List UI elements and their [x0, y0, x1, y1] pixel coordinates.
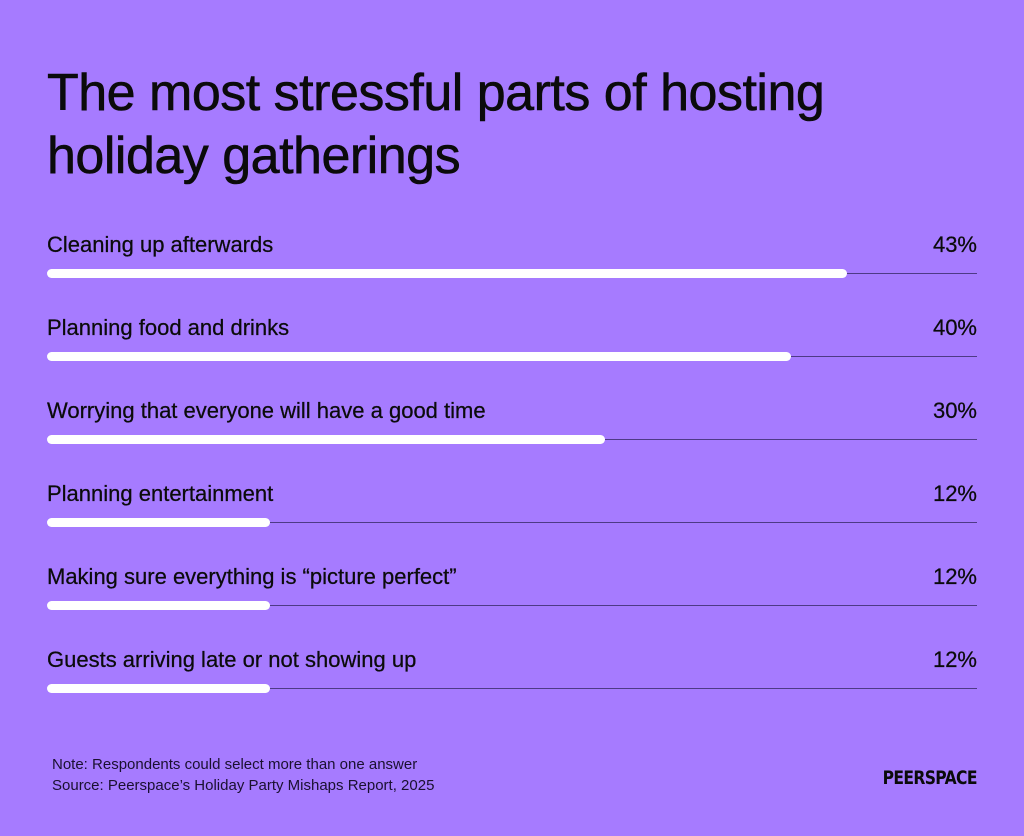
- bar-label: Cleaning up afterwards: [47, 232, 274, 257]
- bar-label: Making sure everything is “picture perfe…: [47, 564, 457, 589]
- bar-label: Planning food and drinks: [47, 315, 290, 340]
- bar-row: Cleaning up afterwards 43%: [47, 226, 977, 309]
- bar-track: [47, 688, 977, 689]
- bar-label: Planning entertainment: [47, 481, 274, 506]
- bar-row: Making sure everything is “picture perfe…: [47, 558, 977, 641]
- bar-value: 12%: [932, 647, 977, 672]
- bar-value: 43%: [932, 232, 977, 257]
- note-text: Note: Respondents could select more than…: [52, 756, 418, 773]
- bar-fill: [47, 352, 791, 361]
- chart-title: The most stressful parts of hosting holi…: [47, 64, 825, 186]
- source-text: Source: Peerspace’s Holiday Party Mishap…: [52, 777, 435, 794]
- bar-label: Guests arriving late or not showing up: [47, 647, 417, 672]
- bar-row: Guests arriving late or not showing up 1…: [47, 641, 977, 724]
- bar-track: [47, 605, 977, 606]
- bar-value: 12%: [932, 481, 977, 506]
- footnote: Note: Respondents could select more than…: [52, 754, 434, 796]
- bar-row: Worrying that everyone will have a good …: [47, 392, 977, 475]
- bar-fill: [47, 435, 605, 444]
- bar-fill: [47, 269, 847, 278]
- bar-label: Worrying that everyone will have a good …: [47, 398, 486, 423]
- bar-value: 40%: [932, 315, 977, 340]
- bar-value: 12%: [932, 564, 977, 589]
- bar-track: [47, 522, 977, 523]
- bar-fill: [47, 601, 271, 610]
- peerspace-logo: PEERSPACE: [882, 767, 978, 789]
- bar-row: Planning food and drinks 40%: [47, 309, 977, 392]
- bar-fill: [47, 684, 271, 693]
- bar-value: 30%: [932, 398, 977, 423]
- bar-fill: [47, 518, 271, 527]
- bar-row: Planning entertainment 12%: [47, 475, 977, 558]
- bar-list: Cleaning up afterwards 43% Planning food…: [47, 226, 977, 724]
